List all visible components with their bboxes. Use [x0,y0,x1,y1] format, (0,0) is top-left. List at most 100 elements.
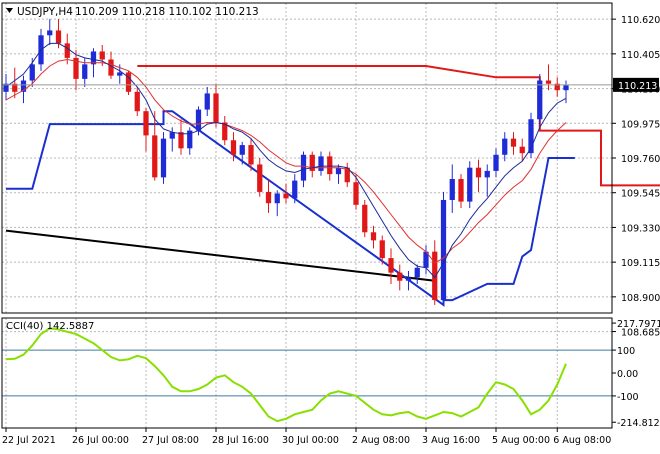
candle-body [388,258,394,273]
cci-tick-label: -214.8128 [617,418,660,429]
candle-body [362,204,368,233]
trendline[interactable] [5,229,435,282]
time-tick-label: 2 Aug 08:00 [352,435,410,446]
candle-body [29,64,35,81]
time-tick-label: 5 Aug 00:00 [492,435,550,446]
candle-body [440,199,447,301]
candle-body [178,132,184,149]
chart-symbol: USDJPY,H4 [17,6,73,18]
candle-body [353,182,359,205]
candle-body [3,83,9,92]
candle-body [432,251,438,301]
price-tick-label: 109.115 [621,258,660,269]
candle-body [117,72,123,76]
candle-body [519,146,525,154]
candle-body [152,135,158,178]
candle-body [300,154,307,181]
candle-body [204,93,210,110]
dropdown-triangle-icon[interactable] [6,8,13,13]
last-price-box [613,77,659,92]
candle-body [283,193,289,199]
candle-body [169,132,175,139]
candle-body [467,167,473,202]
candle-body [99,51,105,60]
time-tick-label: 6 Aug 08:00 [553,435,611,446]
candle-body [239,145,245,155]
cci-line [5,327,567,423]
candle-body [55,30,62,44]
time-tick-label: 27 Jul 08:00 [142,435,199,446]
candle-body [187,130,193,149]
candle-body [12,83,18,92]
candle-body [292,180,298,199]
candle-body [213,93,219,123]
price-tick-label: 109.545 [621,189,660,200]
candle-body [414,267,420,278]
candle-body [554,83,560,91]
candle-body [379,240,385,259]
price-tick-label: 110.620 [621,15,660,26]
candle-body [230,140,237,155]
candle-body [510,138,517,147]
candle-body [82,64,88,79]
candle-body [248,145,254,165]
candle-body [475,167,482,178]
time-tick-label: 3 Aug 16:00 [422,435,480,446]
candle-body [47,30,53,36]
cci-tick-label: 100 [617,346,635,357]
time-tick-label: 30 Jul 00:00 [282,435,339,446]
price-tick-label: 109.975 [621,119,660,130]
cci-layer [2,327,612,423]
price-tick-label: 109.760 [621,154,660,165]
candle-body [309,154,315,171]
candle-body [370,232,377,241]
candle-body [537,80,543,120]
candle-body [20,80,27,92]
candle-body [458,178,464,202]
chart-ohlc: 110.209 110.218 110.102 110.213 [75,6,259,18]
candle-body [397,272,403,281]
candle-body [265,191,272,204]
candle-body [73,57,79,79]
candle-body [108,59,114,76]
band-layer [5,65,660,307]
price-tick-label: 110.405 [621,50,660,61]
candle-body [449,178,455,200]
candle-body [160,138,167,178]
candle-body [493,154,499,171]
candle-body [134,91,140,112]
candle-body [423,251,429,268]
price-tick-label: 109.330 [621,223,660,234]
candle-body [528,119,534,154]
cci-tick-label: 217.7971 [617,319,660,330]
candle-body [335,167,342,175]
candle-body [502,138,508,155]
cci-tick-label: -100 [617,392,639,403]
last-price-label: 110.213 [618,81,657,92]
candle-body [64,43,70,58]
candle-body [563,85,569,91]
candle-body [484,170,490,178]
lower-channel-line [6,110,575,307]
time-tick-label: 28 Jul 16:00 [212,435,269,446]
candle-body [90,51,97,65]
moving-average-layer [2,42,612,279]
candle-body [405,277,412,281]
candle-body [274,193,280,204]
axis-labels-layer: 110.620110.405110.190109.975109.760109.5… [2,15,660,446]
header-layer: USDJPY,H4 110.209 110.218 110.102 110.21… [6,6,259,18]
candle-body [327,156,333,175]
slow-moving-average [5,58,567,264]
candle-body [222,122,228,141]
fast-moving-average [5,42,567,279]
candle-body [143,111,149,136]
candle-body [195,109,202,131]
time-tick-label: 22 Jul 2021 [2,435,56,446]
candle-body [257,164,263,192]
cci-tick-label: 0.00 [617,369,638,380]
candle-body [344,167,350,183]
price-tick-label: 108.900 [621,293,660,304]
price-tick-label: 108.685 [621,328,660,339]
